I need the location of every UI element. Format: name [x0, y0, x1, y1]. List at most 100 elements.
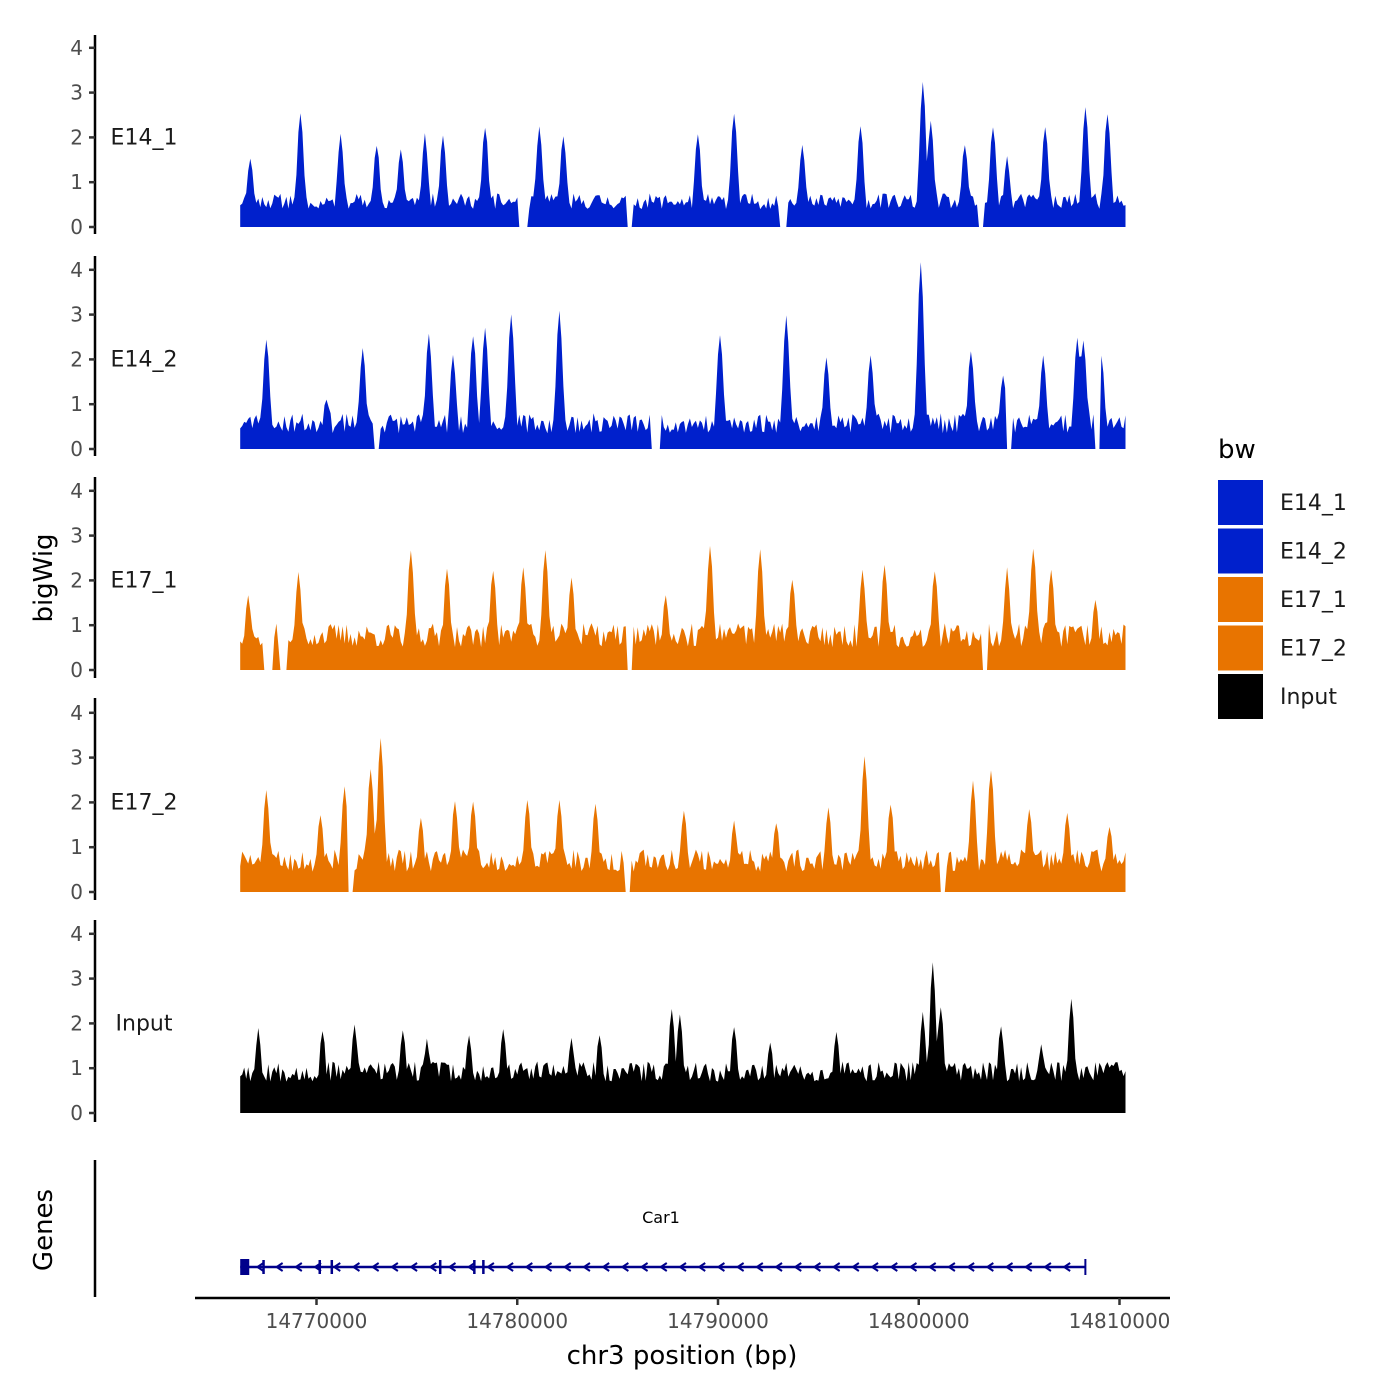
strand-arrow [851, 1262, 860, 1272]
y-tick-label: 4 [70, 922, 83, 946]
gene-exon [438, 1260, 442, 1274]
legend-key-E17_2 [1218, 625, 1263, 671]
legend-key-E14_2 [1218, 528, 1263, 574]
y-tick-label: 2 [70, 347, 83, 371]
y-tick-label: 3 [70, 303, 83, 327]
track-label-E17_1: E17_1 [111, 568, 178, 593]
legend-label-E17_2: E17_2 [1280, 637, 1347, 662]
strand-arrow [409, 1262, 418, 1272]
y-tick-label: 4 [70, 36, 83, 60]
x-axis: 14770000 14780000 14790000 14800000 14810000 [195, 1296, 1170, 1333]
y-tick-label: 0 [70, 215, 83, 239]
x-tick-label: 14780000 [466, 1309, 568, 1333]
legend-label-E14_2: E14_2 [1280, 540, 1347, 565]
y-tick-label: 0 [70, 880, 83, 904]
y-tick-label: 1 [70, 613, 83, 637]
y-tick-label: 4 [70, 258, 83, 282]
strand-arrow [870, 1262, 879, 1272]
strand-arrow [697, 1262, 706, 1272]
area-E14_1 [240, 81, 1126, 228]
track-label-Input: Input [116, 1011, 173, 1036]
strand-arrow [966, 1262, 975, 1272]
y-tick-label: 2 [70, 790, 83, 814]
strand-arrow [793, 1262, 802, 1272]
strand-arrow [812, 1262, 822, 1272]
y-tick-label: 3 [70, 524, 83, 548]
y-tick-label: 0 [70, 658, 83, 682]
gene-name-label: Car1 [642, 1208, 680, 1227]
legend-label-E17_1: E17_1 [1280, 588, 1347, 613]
strand-arrow [332, 1262, 341, 1272]
strand-arrow [755, 1262, 764, 1272]
tracks-layer: 0 1 2 3 4 E14_1 0 1 2 3 4 E14_2 0 1 2 3 4 E17_1 0 1 2 3 4 E17_2… [70, 35, 1126, 1125]
x-tick-label: 14770000 [266, 1309, 368, 1333]
strand-arrow [294, 1262, 303, 1272]
strand-arrow [447, 1262, 457, 1272]
genes-panel-label: Genes [29, 1189, 59, 1271]
area-E17_2 [240, 738, 1126, 892]
area-E17_1 [240, 545, 1126, 670]
y-tick-label: 0 [70, 437, 83, 461]
legend-key-E14_1 [1218, 480, 1263, 525]
strand-arrow [1004, 1262, 1014, 1272]
legend-title: bw [1218, 435, 1256, 465]
gene-exon [482, 1260, 485, 1274]
y-tick-label: 3 [70, 746, 83, 770]
strand-arrow [524, 1262, 533, 1272]
strand-arrow [927, 1262, 937, 1272]
strand-arrow [582, 1262, 591, 1272]
strand-arrow [601, 1262, 610, 1272]
strand-arrow [370, 1262, 380, 1272]
strand-arrow [1023, 1262, 1033, 1272]
gene-exon [330, 1260, 334, 1274]
gene-exon [262, 1260, 265, 1274]
y-tick-label: 3 [70, 967, 83, 991]
y-tick-label: 4 [70, 479, 83, 503]
strand-arrow [620, 1262, 629, 1272]
legend-key-Input [1218, 674, 1263, 719]
strand-arrow [390, 1262, 399, 1272]
y-tick-label: 2 [70, 1011, 83, 1035]
gene-exon [240, 1259, 250, 1275]
genes-panel: Car1 [93, 1160, 1087, 1297]
track-E14_2: 0 1 2 3 4 E14_2 [70, 256, 1126, 461]
y-tick-label: 1 [70, 835, 83, 859]
legend-label-E14_1: E14_1 [1280, 491, 1347, 516]
strand-arrow [351, 1262, 361, 1272]
y-tick-label: 4 [70, 701, 83, 725]
strand-arrow [889, 1262, 898, 1272]
strand-arrow [1043, 1262, 1052, 1272]
y-tick-label: 1 [70, 170, 83, 194]
y-tick-label: 0 [70, 1101, 83, 1125]
legend-key-E17_1 [1218, 577, 1263, 622]
strand-arrow [678, 1262, 687, 1272]
area-E14_2 [240, 262, 1126, 449]
strand-arrow [466, 1262, 476, 1272]
y-tick-label: 2 [70, 125, 83, 149]
strand-arrow [543, 1262, 553, 1272]
strand-arrow [947, 1262, 956, 1272]
strand-arrow [1062, 1262, 1071, 1272]
track-E17_1: 0 1 2 3 4 E17_1 [70, 477, 1126, 682]
strand-arrow [562, 1262, 572, 1272]
x-axis-title: chr3 position (bp) [567, 1341, 798, 1371]
x-tick-label: 14790000 [667, 1309, 769, 1333]
strand-arrow [831, 1262, 841, 1272]
legend: bw E14_1 E14_2 E17_1 E17_2 Input [1218, 435, 1347, 719]
gene-exon [318, 1260, 322, 1274]
strand-arrow [908, 1262, 918, 1272]
strand-arrow [735, 1262, 745, 1272]
legend-label-Input: Input [1280, 685, 1337, 710]
strand-arrow [658, 1262, 668, 1272]
y-axis-title: bigWig [29, 533, 59, 622]
strand-arrow [639, 1262, 649, 1272]
x-tick-label: 14800000 [868, 1309, 970, 1333]
area-Input [240, 962, 1126, 1113]
track-label-E17_2: E17_2 [111, 790, 178, 815]
strand-arrow [716, 1262, 725, 1272]
track-Input: 0 1 2 3 4 Input [70, 920, 1126, 1125]
strand-arrow [505, 1262, 514, 1272]
track-E17_2: 0 1 2 3 4 E17_2 [70, 698, 1126, 904]
strand-arrow [274, 1262, 284, 1272]
y-tick-label: 1 [70, 392, 83, 416]
